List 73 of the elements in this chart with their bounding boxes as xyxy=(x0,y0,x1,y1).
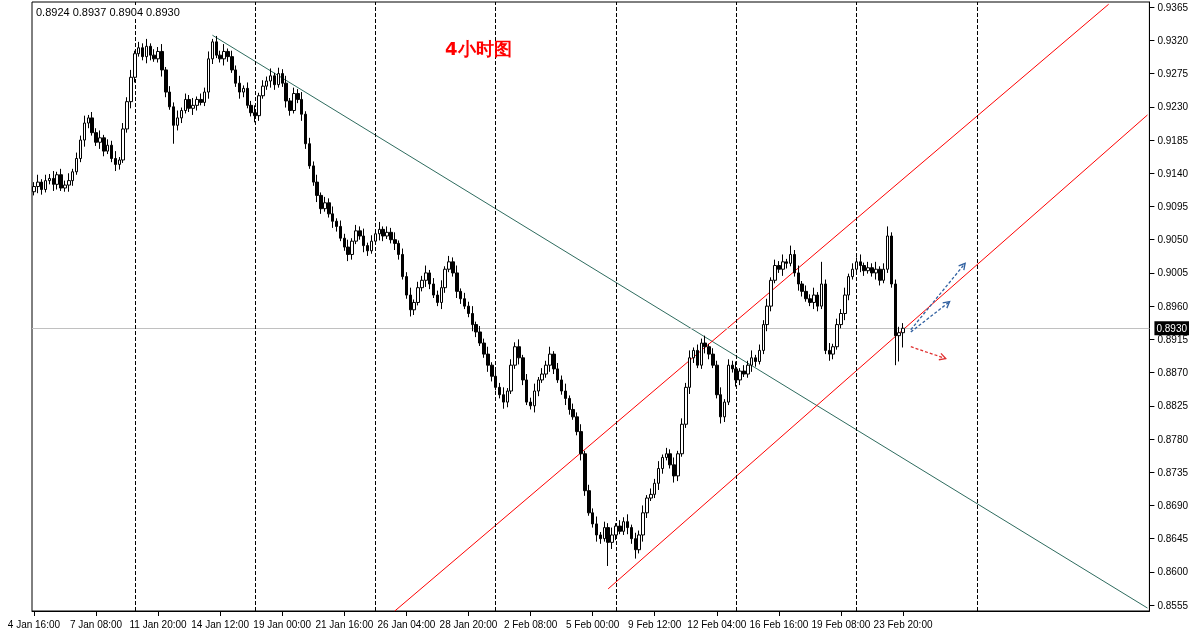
x-tick-label: 7 Jan 08:00 xyxy=(69,618,123,630)
candlestick xyxy=(67,172,71,193)
candlestick xyxy=(40,178,43,196)
y-tick-label: 0.9005 xyxy=(1157,267,1189,279)
ref-line-label: 0.8930 xyxy=(1156,322,1188,334)
candlestick xyxy=(145,38,148,64)
candlestick xyxy=(700,338,703,370)
y-tick-label: 0.9140 xyxy=(1157,167,1189,179)
candlestick xyxy=(362,228,365,253)
x-tick-label: 2 Feb 08:00 xyxy=(503,618,558,630)
candlestick xyxy=(277,67,280,89)
candlestick xyxy=(781,253,785,277)
y-tick-label: 0.8690 xyxy=(1157,499,1189,511)
x-tick-label: 19 Jan 00:00 xyxy=(253,618,312,630)
candlestick xyxy=(804,284,808,303)
y-tick-label: 0.9320 xyxy=(1157,34,1189,46)
candlestick xyxy=(381,225,385,242)
y-tick-label: 0.9275 xyxy=(1157,68,1189,80)
x-tick-label: 21 Jan 16:00 xyxy=(315,618,374,630)
x-tick-label: 11 Jan 20:00 xyxy=(129,618,188,630)
text: 4小时图 xyxy=(445,37,512,59)
candlestick xyxy=(812,287,816,310)
candlestick xyxy=(191,97,195,116)
x-tick-label: 16 Feb 16:00 xyxy=(749,618,809,630)
y-tick-label: 0.8555 xyxy=(1157,599,1189,611)
candlestick xyxy=(502,386,505,410)
y-tick-label: 0.8825 xyxy=(1157,400,1189,412)
candlestick xyxy=(269,67,272,89)
candlestick xyxy=(44,174,47,193)
candlestick xyxy=(378,221,381,241)
y-tick-label: 0.9365 xyxy=(1157,1,1189,13)
candlestick xyxy=(606,522,610,567)
candlestick xyxy=(859,253,862,273)
candlestick xyxy=(870,262,874,278)
x-tick-label: 14 Jan 12:00 xyxy=(191,618,250,630)
x-tick-label: 23 Feb 20:00 xyxy=(873,618,933,630)
annotation: 0.8924 0.8937 0.8904 0.8930 xyxy=(36,5,180,18)
candlestick xyxy=(59,168,63,192)
y-tick-label: 0.8600 xyxy=(1157,566,1189,578)
candlestick xyxy=(292,87,296,114)
candlestick xyxy=(102,134,106,157)
y-tick-label: 0.8870 xyxy=(1157,367,1189,379)
candlestick xyxy=(874,261,878,281)
x-tick-label: 9 Feb 12:00 xyxy=(628,618,682,630)
candlestick xyxy=(222,43,226,66)
y-tick-label: 0.9050 xyxy=(1157,234,1189,246)
y-tick-label: 0.8960 xyxy=(1157,300,1189,312)
y-tick-label: 0.8645 xyxy=(1157,533,1189,545)
y-tick-label: 0.8915 xyxy=(1157,333,1189,345)
y-tick-label: 0.9095 xyxy=(1157,200,1189,212)
candlestick xyxy=(55,171,59,190)
candlestick xyxy=(149,42,152,61)
x-tick-label: 4 Jan 16:00 xyxy=(7,618,61,630)
x-tick-label: 19 Feb 08:00 xyxy=(811,618,871,630)
candlestick xyxy=(424,265,428,288)
candlestick xyxy=(187,94,191,113)
candlestick xyxy=(141,42,144,61)
candlestick xyxy=(273,72,276,91)
x-tick-label: 26 Jan 04:00 xyxy=(377,618,436,630)
candlestick xyxy=(195,95,199,112)
y-tick-label: 0.9230 xyxy=(1157,101,1189,113)
candlestick xyxy=(385,225,389,240)
candlestick xyxy=(866,261,870,275)
x-tick-label: 12 Feb 04:00 xyxy=(687,618,747,630)
y-tick-label: 0.9185 xyxy=(1157,134,1189,146)
candlestick xyxy=(52,170,55,192)
candlestick xyxy=(878,265,882,286)
y-tick-label: 0.8735 xyxy=(1157,466,1189,478)
x-tick-label: 28 Jan 20:00 xyxy=(439,618,498,630)
candlestick xyxy=(622,516,625,536)
candlestick xyxy=(36,174,40,194)
x-tick-label: 5 Feb 00:00 xyxy=(565,618,620,630)
y-tick-label: 0.8780 xyxy=(1157,433,1189,445)
